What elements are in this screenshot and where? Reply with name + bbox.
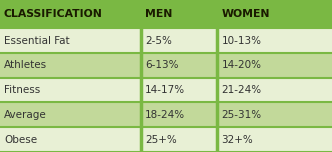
Bar <box>0 53 332 78</box>
Text: Essential Fat: Essential Fat <box>4 36 70 45</box>
Text: Fitness: Fitness <box>4 85 40 95</box>
Text: 32+%: 32+% <box>221 135 253 145</box>
Bar <box>0 78 332 102</box>
Text: 18-24%: 18-24% <box>145 110 185 120</box>
Bar <box>0 0 332 28</box>
Text: 10-13%: 10-13% <box>221 36 261 45</box>
Text: CLASSIFICATION: CLASSIFICATION <box>4 9 103 19</box>
Bar <box>0 127 332 152</box>
Text: 21-24%: 21-24% <box>221 85 262 95</box>
Text: Average: Average <box>4 110 47 120</box>
Text: WOMEN: WOMEN <box>221 9 270 19</box>
Text: 25+%: 25+% <box>145 135 177 145</box>
Text: Athletes: Athletes <box>4 60 47 70</box>
Text: 25-31%: 25-31% <box>221 110 262 120</box>
Text: 14-20%: 14-20% <box>221 60 261 70</box>
Bar <box>0 28 332 53</box>
Text: 2-5%: 2-5% <box>145 36 172 45</box>
Text: MEN: MEN <box>145 9 172 19</box>
Text: 14-17%: 14-17% <box>145 85 185 95</box>
Text: 6-13%: 6-13% <box>145 60 179 70</box>
Bar <box>0 102 332 127</box>
Text: Obese: Obese <box>4 135 37 145</box>
